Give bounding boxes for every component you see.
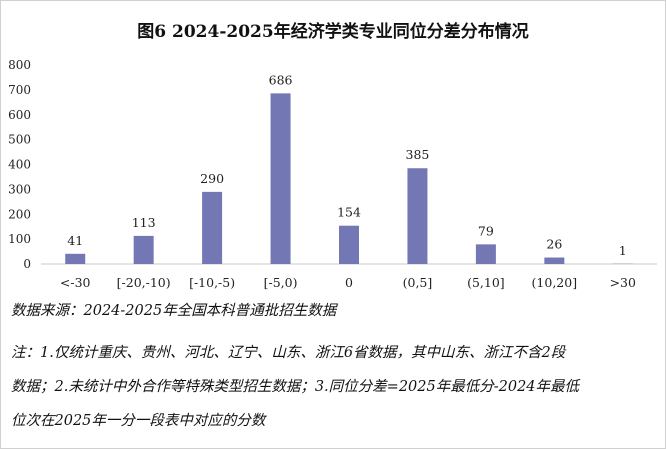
bar [65, 253, 86, 264]
bar [475, 244, 496, 264]
y-tick-label: 500 [8, 133, 31, 147]
x-tick-label: >30 [610, 275, 636, 290]
bar [339, 225, 359, 264]
x-tick-label: (10,20] [532, 275, 578, 290]
data-label: 290 [200, 171, 224, 186]
x-tick-label: [-20,-10) [117, 275, 171, 290]
note-line-2: 数据；2.未统计中外合作等特殊类型招生数据；3.同位分差=2025年最低分-20… [11, 379, 580, 395]
y-tick-label: 700 [8, 83, 31, 97]
data-label: 79 [478, 223, 494, 238]
bar [202, 191, 223, 264]
chart-title: 图6 2024-2025年经济学类专业同位分差分布情况 [137, 22, 529, 42]
bar-chart: 0 100 200 300 400 500 600 700 800 41 <-30 113 [-20,-… [8, 58, 657, 290]
x-tick-label: (5,10] [467, 275, 505, 290]
data-label: 26 [546, 237, 562, 252]
x-tick-label: <-30 [60, 275, 91, 290]
y-tick-label: 800 [8, 58, 31, 72]
y-tick-label: 0 [23, 257, 31, 271]
y-tick-label: 100 [8, 232, 31, 246]
data-label: 686 [269, 72, 293, 87]
y-tick-label: 600 [8, 108, 31, 122]
bar [133, 235, 154, 264]
y-tick-label: 300 [8, 182, 31, 196]
data-label: 1 [619, 243, 627, 258]
data-source-note: 数据来源：2024-2025年全国本科普通批招生数据 [11, 303, 337, 319]
note-line-3: 位次在2025年一分一段表中对应的分数 [11, 413, 266, 429]
y-tick-label: 400 [8, 158, 31, 172]
bar [407, 168, 428, 264]
x-tick-label: (0,5] [403, 275, 433, 290]
bar [270, 93, 291, 264]
note-line-1: 注：1.仅统计重庆、贵州、河北、辽宁、山东、浙江6省数据，其中山东、浙江不含2段 [11, 345, 566, 361]
x-tick-label: [-5,0) [264, 275, 298, 290]
data-label: 154 [337, 205, 361, 220]
data-label: 41 [67, 233, 83, 248]
y-tick-label: 200 [8, 207, 31, 221]
x-tick-label: [-10,-5) [189, 275, 235, 290]
x-tick-label: 0 [345, 275, 353, 290]
data-label: 385 [406, 147, 430, 162]
data-label: 113 [132, 215, 156, 230]
bar [544, 257, 565, 264]
